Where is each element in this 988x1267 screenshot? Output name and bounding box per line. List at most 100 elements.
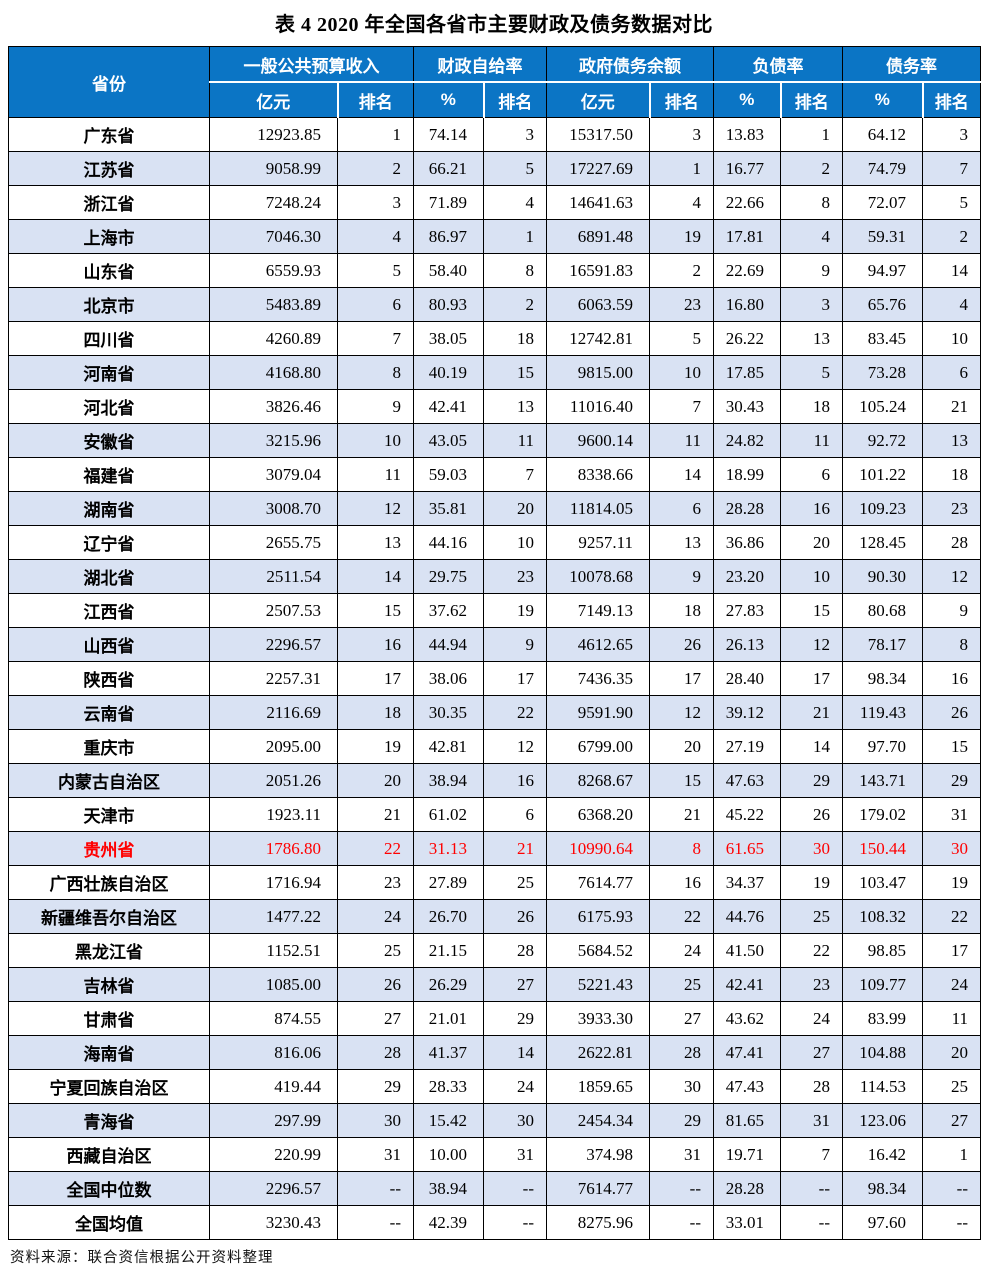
value-cell: 30.35: [413, 695, 484, 730]
rank-cell: 1: [483, 219, 547, 254]
table-header: 省份 一般公共预算收入 财政自给率 政府债务余额 负债率 债务率 亿元 排名 %…: [8, 46, 981, 118]
rank-cell: 31: [780, 1103, 843, 1138]
value-cell: 5221.43: [546, 967, 650, 1002]
rank-cell: 6: [780, 457, 843, 492]
table-row: 上海市 7046.30 4 86.97 1 6891.48 19 17.81 4 59.31 2: [8, 219, 981, 254]
rank-cell: 4: [780, 219, 843, 254]
column-header-debt-balance-amount: 亿元: [546, 81, 651, 118]
rank-cell: 2: [649, 253, 714, 288]
value-cell: 43.05: [413, 423, 484, 458]
province-name: 云南省: [8, 695, 210, 730]
province-name: 海南省: [8, 1035, 210, 1070]
rank-cell: 26: [649, 627, 714, 662]
column-header-liability-ratio-rank: 排名: [780, 81, 843, 118]
rank-cell: 30: [780, 831, 843, 866]
value-cell: 80.68: [842, 593, 923, 628]
value-cell: 35.81: [413, 491, 484, 526]
value-cell: 109.23: [842, 491, 923, 526]
rank-cell: --: [337, 1171, 414, 1206]
province-name: 广东省: [8, 117, 210, 152]
rank-cell: 9: [483, 627, 547, 662]
column-header-revenue-amount: 亿元: [209, 81, 339, 118]
rank-cell: 31: [337, 1137, 414, 1172]
rank-cell: 25: [337, 933, 414, 968]
table-row: 云南省 2116.69 18 30.35 22 9591.90 12 39.12 21 119.4…: [8, 695, 981, 730]
rank-cell: 14: [483, 1035, 547, 1070]
rank-cell: 10: [780, 559, 843, 594]
value-cell: 31.13: [413, 831, 484, 866]
value-cell: 1085.00: [209, 967, 338, 1002]
rank-cell: 23: [649, 287, 714, 322]
rank-cell: 3: [649, 117, 714, 152]
rank-cell: 16: [922, 661, 981, 696]
rank-cell: 28: [922, 525, 981, 560]
column-group-liability-ratio: 负债率: [713, 46, 843, 83]
value-cell: 2296.57: [209, 1171, 338, 1206]
value-cell: 42.41: [713, 967, 781, 1002]
province-name: 广西壮族自治区: [8, 865, 210, 900]
value-cell: 9600.14: [546, 423, 650, 458]
table-row: 宁夏回族自治区 419.44 29 28.33 24 1859.65 30 47.43 28 11…: [8, 1069, 981, 1104]
rank-cell: 29: [649, 1103, 714, 1138]
rank-cell: 18: [337, 695, 414, 730]
province-name: 重庆市: [8, 729, 210, 764]
rank-cell: 28: [337, 1035, 414, 1070]
rank-cell: --: [922, 1205, 981, 1240]
value-cell: 47.63: [713, 763, 781, 798]
rank-cell: 20: [780, 525, 843, 560]
table-row: 西藏自治区 220.99 31 10.00 31 374.98 31 19.71 7 16.42 1: [8, 1137, 981, 1172]
value-cell: 47.41: [713, 1035, 781, 1070]
table-row: 山西省 2296.57 16 44.94 9 4612.65 26 26.13 12 78.17 8: [8, 627, 981, 662]
value-cell: 29.75: [413, 559, 484, 594]
rank-cell: 4: [337, 219, 414, 254]
rank-cell: 12: [337, 491, 414, 526]
value-cell: 11016.40: [546, 389, 650, 424]
value-cell: 7248.24: [209, 185, 338, 220]
province-name: 西藏自治区: [8, 1137, 210, 1172]
rank-cell: 29: [922, 763, 981, 798]
rank-cell: 2: [337, 151, 414, 186]
value-cell: 28.33: [413, 1069, 484, 1104]
value-cell: 28.40: [713, 661, 781, 696]
rank-cell: 30: [483, 1103, 547, 1138]
province-name: 甘肃省: [8, 1001, 210, 1036]
rank-cell: 15: [649, 763, 714, 798]
value-cell: 44.94: [413, 627, 484, 662]
value-cell: 42.39: [413, 1205, 484, 1240]
value-cell: 3008.70: [209, 491, 338, 526]
rank-cell: 24: [337, 899, 414, 934]
rank-cell: 30: [922, 831, 981, 866]
rank-cell: 9: [922, 593, 981, 628]
value-cell: 109.77: [842, 967, 923, 1002]
value-cell: 38.94: [413, 1171, 484, 1206]
rank-cell: 14: [780, 729, 843, 764]
rank-cell: 20: [483, 491, 547, 526]
value-cell: 78.17: [842, 627, 923, 662]
value-cell: 41.50: [713, 933, 781, 968]
value-cell: 7436.35: [546, 661, 650, 696]
rank-cell: 31: [922, 797, 981, 832]
rank-cell: 10: [337, 423, 414, 458]
rank-cell: 19: [922, 865, 981, 900]
rank-cell: 24: [780, 1001, 843, 1036]
value-cell: 74.79: [842, 151, 923, 186]
rank-cell: 17: [483, 661, 547, 696]
rank-cell: 31: [483, 1137, 547, 1172]
value-cell: 21.15: [413, 933, 484, 968]
value-cell: 26.29: [413, 967, 484, 1002]
province-name: 北京市: [8, 287, 210, 322]
value-cell: 98.85: [842, 933, 923, 968]
table-row: 黑龙江省 1152.51 25 21.15 28 5684.52 24 41.50 22 98.8…: [8, 933, 981, 968]
value-cell: 8275.96: [546, 1205, 650, 1240]
column-header-self-sufficiency-pct: %: [413, 81, 485, 118]
value-cell: 66.21: [413, 151, 484, 186]
value-cell: 21.01: [413, 1001, 484, 1036]
value-cell: 150.44: [842, 831, 923, 866]
value-cell: 11814.05: [546, 491, 650, 526]
rank-cell: 14: [922, 253, 981, 288]
value-cell: 123.06: [842, 1103, 923, 1138]
value-cell: 14641.63: [546, 185, 650, 220]
rank-cell: 17: [337, 661, 414, 696]
province-name: 山东省: [8, 253, 210, 288]
value-cell: 7614.77: [546, 865, 650, 900]
